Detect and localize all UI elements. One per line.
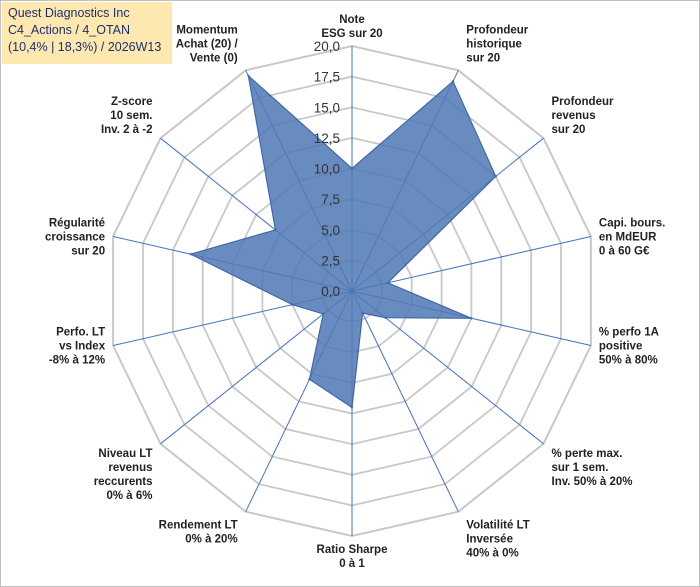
tick-label: 2,5 bbox=[321, 253, 340, 268]
category-label: C4_Actions / 4_OTAN bbox=[8, 23, 131, 37]
data-point bbox=[361, 311, 364, 315]
data-point bbox=[384, 316, 387, 319]
axis-label: Perfo. LT vs Index -8% à 12% bbox=[49, 327, 106, 367]
axis-label: Z-score 10 sem. Inv. 2 à -2 bbox=[101, 96, 153, 136]
axis-spoke bbox=[160, 290, 353, 445]
tick-label: 5,0 bbox=[321, 223, 340, 238]
data-point bbox=[308, 378, 311, 381]
tick-label: 20,0 bbox=[314, 39, 340, 54]
tick-label: 12,5 bbox=[314, 131, 340, 146]
radar-axis-labels: Note ESG sur 20 Profondeur historique sur 20… bbox=[45, 14, 665, 570]
data-point bbox=[350, 167, 354, 170]
data-point bbox=[494, 175, 497, 178]
axis-label: Note ESG sur 20 bbox=[321, 14, 382, 40]
data-point bbox=[291, 303, 294, 306]
radar-series bbox=[189, 74, 497, 409]
data-point bbox=[274, 228, 277, 232]
data-point bbox=[386, 281, 389, 284]
tick-label: 10,0 bbox=[314, 162, 340, 177]
tick-label: 0,0 bbox=[321, 284, 340, 299]
tick-label: 15,0 bbox=[314, 100, 340, 115]
axis-label: Ratio Sharpe 0 à 1 bbox=[317, 544, 388, 570]
data-point bbox=[451, 80, 455, 83]
data-point bbox=[247, 74, 250, 78]
axis-spoke bbox=[351, 290, 459, 512]
company-name: Quest Diagnostics Inc bbox=[8, 6, 130, 20]
radar-tick-labels: 0,0 2,5 5,0 7,5 10,0 12,5 15,0 17,5 20,0 bbox=[314, 39, 340, 299]
data-point bbox=[350, 406, 354, 409]
axis-label: Volatilité LT Inversée 40% à 0% bbox=[466, 520, 529, 560]
axis-label: Profondeur historique sur 20 bbox=[466, 24, 528, 64]
series-area bbox=[189, 74, 497, 409]
axis-spoke bbox=[351, 236, 592, 292]
axis-label: Rendement LT 0% à 20% bbox=[159, 520, 238, 546]
chart-title-box: Quest Diagnostics Inc C4_Actions / 4_OTA… bbox=[2, 2, 172, 64]
data-point bbox=[189, 253, 192, 256]
axis-label: Capi. bours. en MdEUR 0 à 60 G€ bbox=[599, 218, 665, 258]
tick-label: 17,5 bbox=[314, 70, 340, 85]
axis-label: % perte max. sur 1 sem. Inv. 50% à 20% bbox=[552, 448, 633, 488]
axis-label: Profondeur revenus sur 20 bbox=[552, 96, 614, 136]
axis-label: Niveau LT revenus reccurents 0% à 6% bbox=[94, 448, 153, 502]
data-point bbox=[322, 312, 325, 316]
axis-label: Momentum Achat (20) / Vente (0) bbox=[176, 24, 239, 64]
axis-label: % perfo 1A positive 50% à 80% bbox=[599, 327, 659, 367]
data-point bbox=[470, 317, 473, 320]
performance-summary: (10,4% | 18,3%) / 2026W13 bbox=[8, 40, 162, 54]
tick-label: 7,5 bbox=[321, 192, 340, 207]
axis-label: Régularité croissance sur 20 bbox=[45, 218, 105, 258]
